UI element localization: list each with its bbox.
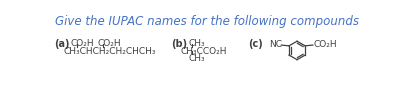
Text: (b): (b) bbox=[171, 39, 187, 49]
Text: Give the IUPAC names for the following compounds: Give the IUPAC names for the following c… bbox=[55, 15, 359, 28]
Text: (c): (c) bbox=[248, 39, 263, 49]
Text: CH₃CCO₂H: CH₃CCO₂H bbox=[181, 47, 227, 56]
Text: CO₂H: CO₂H bbox=[71, 39, 94, 48]
Text: NC: NC bbox=[269, 40, 282, 49]
Text: CH₃CHCH₂CH₂CHCH₃: CH₃CHCH₂CH₂CHCH₃ bbox=[63, 47, 156, 56]
Text: (a): (a) bbox=[55, 39, 70, 49]
Text: CO₂H: CO₂H bbox=[313, 40, 337, 49]
Text: CH₃: CH₃ bbox=[189, 39, 205, 48]
Text: CO₂H: CO₂H bbox=[97, 39, 121, 48]
Text: CH₃: CH₃ bbox=[189, 54, 205, 63]
